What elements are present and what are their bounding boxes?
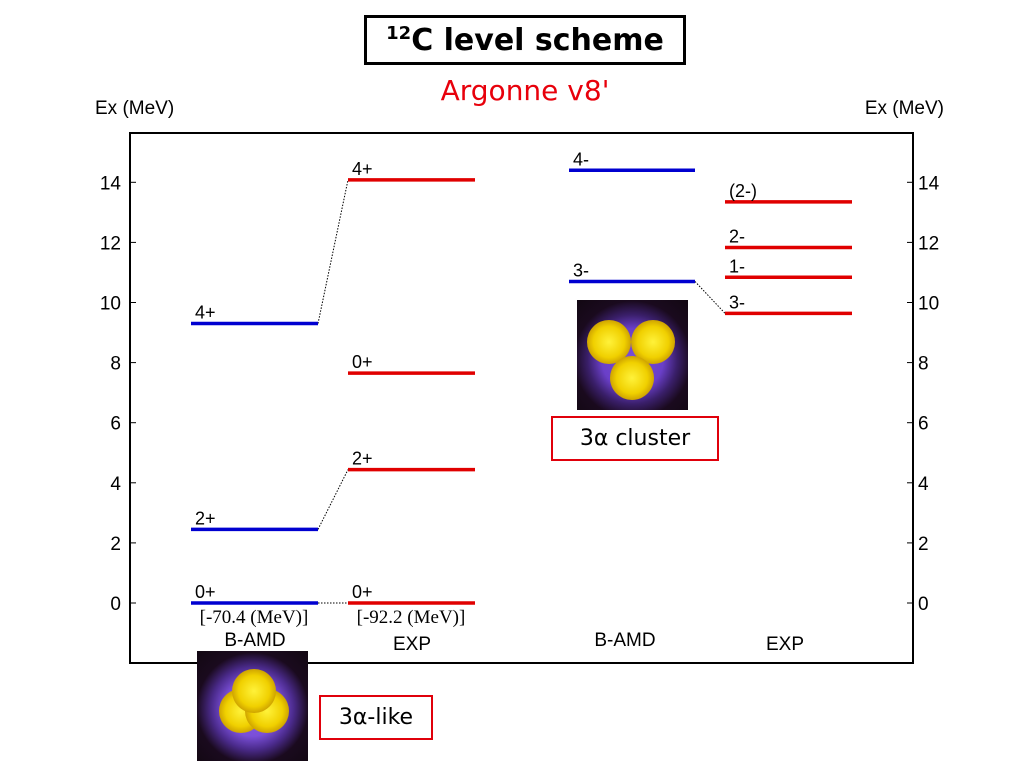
page-title: 12C level scheme [386, 23, 664, 58]
column-labels: [-70.4 (MeV)]B-AMD[-92.2 (MeV)]EXP B-AMD E… [200, 607, 804, 655]
column-label: EXP [393, 634, 431, 655]
level-spin-parity-label: (2-) [729, 181, 757, 201]
left-tick-label: 10 [100, 294, 121, 315]
title-box: 12C level scheme [364, 15, 686, 65]
level-spin-parity-label: 4+ [352, 159, 373, 179]
right-tick-label: 12 [918, 233, 939, 254]
left-tick-label: 6 [110, 414, 121, 435]
left-tick-label: 2 [110, 534, 121, 555]
column-label: B-AMD [224, 630, 285, 651]
column-label: B-AMD [594, 630, 655, 651]
level-spin-parity-label: 4+ [195, 303, 216, 323]
right-tick-label: 0 [918, 594, 929, 615]
level-connection-line [317, 179, 349, 324]
level-spin-parity-label: 1- [729, 256, 745, 276]
subtitle: Argonne v8' [440, 74, 610, 107]
right-tick-label: 8 [918, 354, 929, 375]
level-spin-parity-label: 3- [729, 292, 745, 312]
right-axis-label: Ex (MeV) [865, 98, 944, 119]
like-label-box: 3α-like [319, 695, 433, 740]
left-tick-label: 8 [110, 354, 121, 375]
cluster-density-image [577, 300, 688, 410]
level-spin-parity-label: 4- [573, 149, 589, 169]
ground-state-energy-label: [-70.4 (MeV)] [200, 607, 309, 628]
ground-density-image [197, 651, 308, 761]
left-tick-label: 12 [100, 233, 121, 254]
level-connection-line [694, 281, 726, 314]
alpha-particle-3 [232, 669, 276, 713]
level-spin-parity-label: 2- [729, 227, 745, 247]
level-spin-parity-label: 0+ [195, 582, 216, 602]
cluster-label-box: 3α cluster [551, 416, 719, 461]
left-tick-label: 4 [110, 474, 121, 495]
right-tick-label: 6 [918, 414, 929, 435]
column-label: EXP [766, 634, 804, 655]
level-spin-parity-label: 2+ [195, 508, 216, 528]
plot-frame [129, 132, 914, 664]
left-tick-label: 0 [110, 594, 121, 615]
right-tick-label: 4 [918, 474, 929, 495]
alpha-particle-3 [610, 356, 654, 400]
left-tick-label: 14 [100, 173, 122, 194]
right-tick-label: 10 [918, 294, 939, 315]
axis-ticks: 0 0 2 2 4 4 6 6 8 8 10 10 12 12 14 14 [100, 173, 940, 615]
level-spin-parity-label: 0+ [352, 352, 373, 372]
right-tick-label: 2 [918, 534, 929, 555]
energy-levels: 0+ 2+ 4+ 0+ 2+ 0+ 4+ 3- 4- 3- 1- 2- (2-) [191, 149, 852, 605]
title-mass-number: 12 [386, 22, 412, 44]
ground-state-energy-label: [-92.2 (MeV)] [357, 607, 466, 628]
left-axis-label: Ex (MeV) [95, 98, 174, 119]
level-connection-line [317, 469, 349, 530]
right-tick-label: 14 [918, 173, 940, 194]
level-spin-parity-label: 0+ [352, 582, 373, 602]
level-spin-parity-label: 2+ [352, 449, 373, 469]
level-spin-parity-label: 3- [573, 260, 589, 280]
level-connections [317, 179, 726, 604]
title-text: C level scheme [411, 22, 664, 58]
